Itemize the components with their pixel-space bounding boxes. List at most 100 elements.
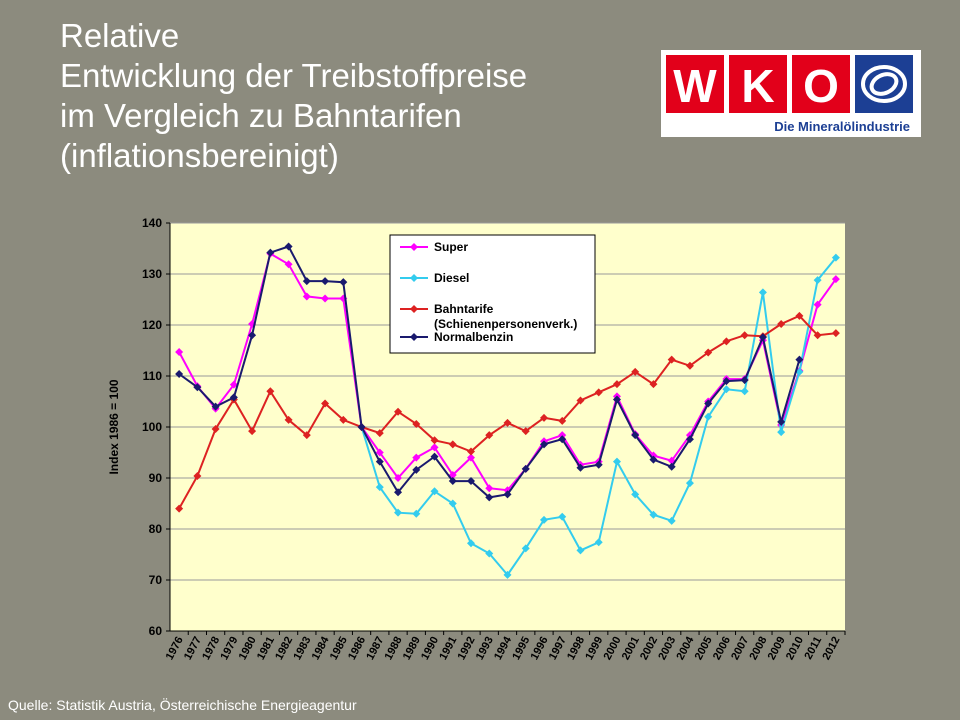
data-point-1: [685, 479, 694, 488]
data-point-2: [594, 388, 603, 397]
data-point-1: [813, 276, 822, 285]
data-point-2: [777, 319, 786, 328]
x-tick-label: 1990: [419, 635, 441, 662]
y-axis-title: Index 1986 = 100: [107, 379, 121, 474]
x-tick-label: 2001: [620, 635, 642, 662]
data-point-1: [503, 570, 512, 579]
data-point-1: [430, 487, 439, 496]
legend-label: Super: [434, 240, 468, 254]
legend-label: Normalbenzin: [434, 330, 513, 344]
data-point-0: [831, 275, 840, 284]
x-tick-label: 2003: [656, 635, 678, 662]
x-tick-label: 1983: [291, 635, 313, 662]
y-tick-label: 130: [142, 267, 162, 281]
data-point-3: [229, 393, 238, 402]
title-line: Entwicklung der Treibstoffpreise: [60, 57, 528, 94]
x-tick-label: 1977: [182, 635, 204, 662]
data-point-2: [430, 436, 439, 445]
x-tick-label: 1979: [218, 635, 240, 662]
logo-swirl-icon: [861, 65, 907, 103]
data-point-2: [302, 431, 311, 440]
x-tick-label: 2007: [729, 635, 751, 662]
data-point-1: [722, 385, 731, 394]
data-point-2: [266, 387, 275, 396]
data-point-3: [704, 399, 713, 408]
x-tick-label: 1986: [346, 635, 368, 662]
legend-swatch-marker: [410, 305, 418, 313]
x-tick-label: 1992: [456, 635, 478, 662]
data-point-2: [831, 329, 840, 338]
data-point-1: [795, 367, 804, 376]
logo-subtitle: Die Mineralölindustrie: [774, 119, 910, 134]
x-tick-label: 2012: [820, 635, 842, 662]
data-point-0: [412, 453, 421, 462]
x-tick-label: 1991: [437, 635, 459, 662]
data-point-2: [412, 419, 421, 428]
data-point-2: [539, 413, 548, 422]
data-point-3: [722, 377, 731, 386]
data-point-2: [467, 447, 476, 456]
data-point-1: [485, 549, 494, 558]
data-point-3: [467, 477, 476, 486]
x-tick-label: 1995: [510, 635, 532, 662]
data-point-2: [740, 331, 749, 340]
data-point-0: [229, 380, 238, 389]
data-point-2: [394, 407, 403, 416]
data-point-3: [175, 369, 184, 378]
x-tick-label: 1982: [273, 635, 295, 662]
data-point-1: [576, 546, 585, 555]
title-line: im Vergleich zu Bahntarifen: [60, 97, 462, 134]
data-point-2: [211, 425, 220, 434]
data-point-3: [795, 355, 804, 364]
data-point-2: [521, 427, 530, 436]
y-tick-label: 90: [149, 471, 163, 485]
data-point-0: [485, 484, 494, 493]
data-point-3: [321, 277, 330, 286]
logo-letter-k: K: [741, 60, 774, 112]
data-point-3: [685, 435, 694, 444]
x-tick-label: 1981: [255, 635, 277, 662]
data-point-3: [266, 248, 275, 257]
data-point-3: [558, 435, 567, 444]
legend-label: Bahntarife (Schienenpersonenverk.): [434, 302, 577, 331]
data-point-3: [412, 465, 421, 474]
data-point-0: [430, 443, 439, 452]
x-tick-label: 1999: [583, 635, 605, 662]
y-tick-label: 120: [142, 318, 162, 332]
data-point-3: [357, 423, 366, 431]
data-point-3: [448, 477, 457, 486]
data-point-2: [284, 415, 293, 424]
data-point-2: [576, 396, 585, 405]
data-point-2: [248, 427, 257, 436]
legend-swatch-marker: [410, 274, 418, 282]
x-tick-label: 1988: [383, 635, 405, 662]
data-point-2: [193, 471, 202, 480]
data-point-0: [321, 294, 330, 303]
price-chart: 6070809010011012013014019761977197819791…: [107, 216, 846, 662]
data-point-3: [394, 488, 403, 497]
data-point-0: [302, 292, 311, 301]
x-tick-label: 1997: [547, 635, 569, 662]
data-point-1: [777, 428, 786, 437]
legend-box: [389, 234, 596, 354]
data-point-2: [175, 504, 184, 513]
data-point-3: [539, 440, 548, 449]
data-point-2: [704, 348, 713, 357]
data-point-0: [175, 348, 184, 357]
data-point-1: [467, 539, 476, 548]
data-point-2: [631, 367, 640, 376]
x-tick-label: 2006: [711, 635, 733, 662]
logo-letter-o: O: [803, 60, 839, 112]
data-point-1: [704, 412, 713, 421]
data-point-1: [375, 483, 384, 492]
y-tick-label: 100: [142, 420, 162, 434]
data-point-3: [375, 457, 384, 466]
data-point-3: [594, 460, 603, 469]
data-point-3: [631, 431, 640, 440]
data-point-0: [375, 448, 384, 457]
data-point-0: [284, 260, 293, 269]
data-point-3: [284, 242, 293, 251]
data-point-3: [485, 493, 494, 502]
data-point-1: [758, 288, 767, 297]
data-point-2: [339, 415, 348, 424]
